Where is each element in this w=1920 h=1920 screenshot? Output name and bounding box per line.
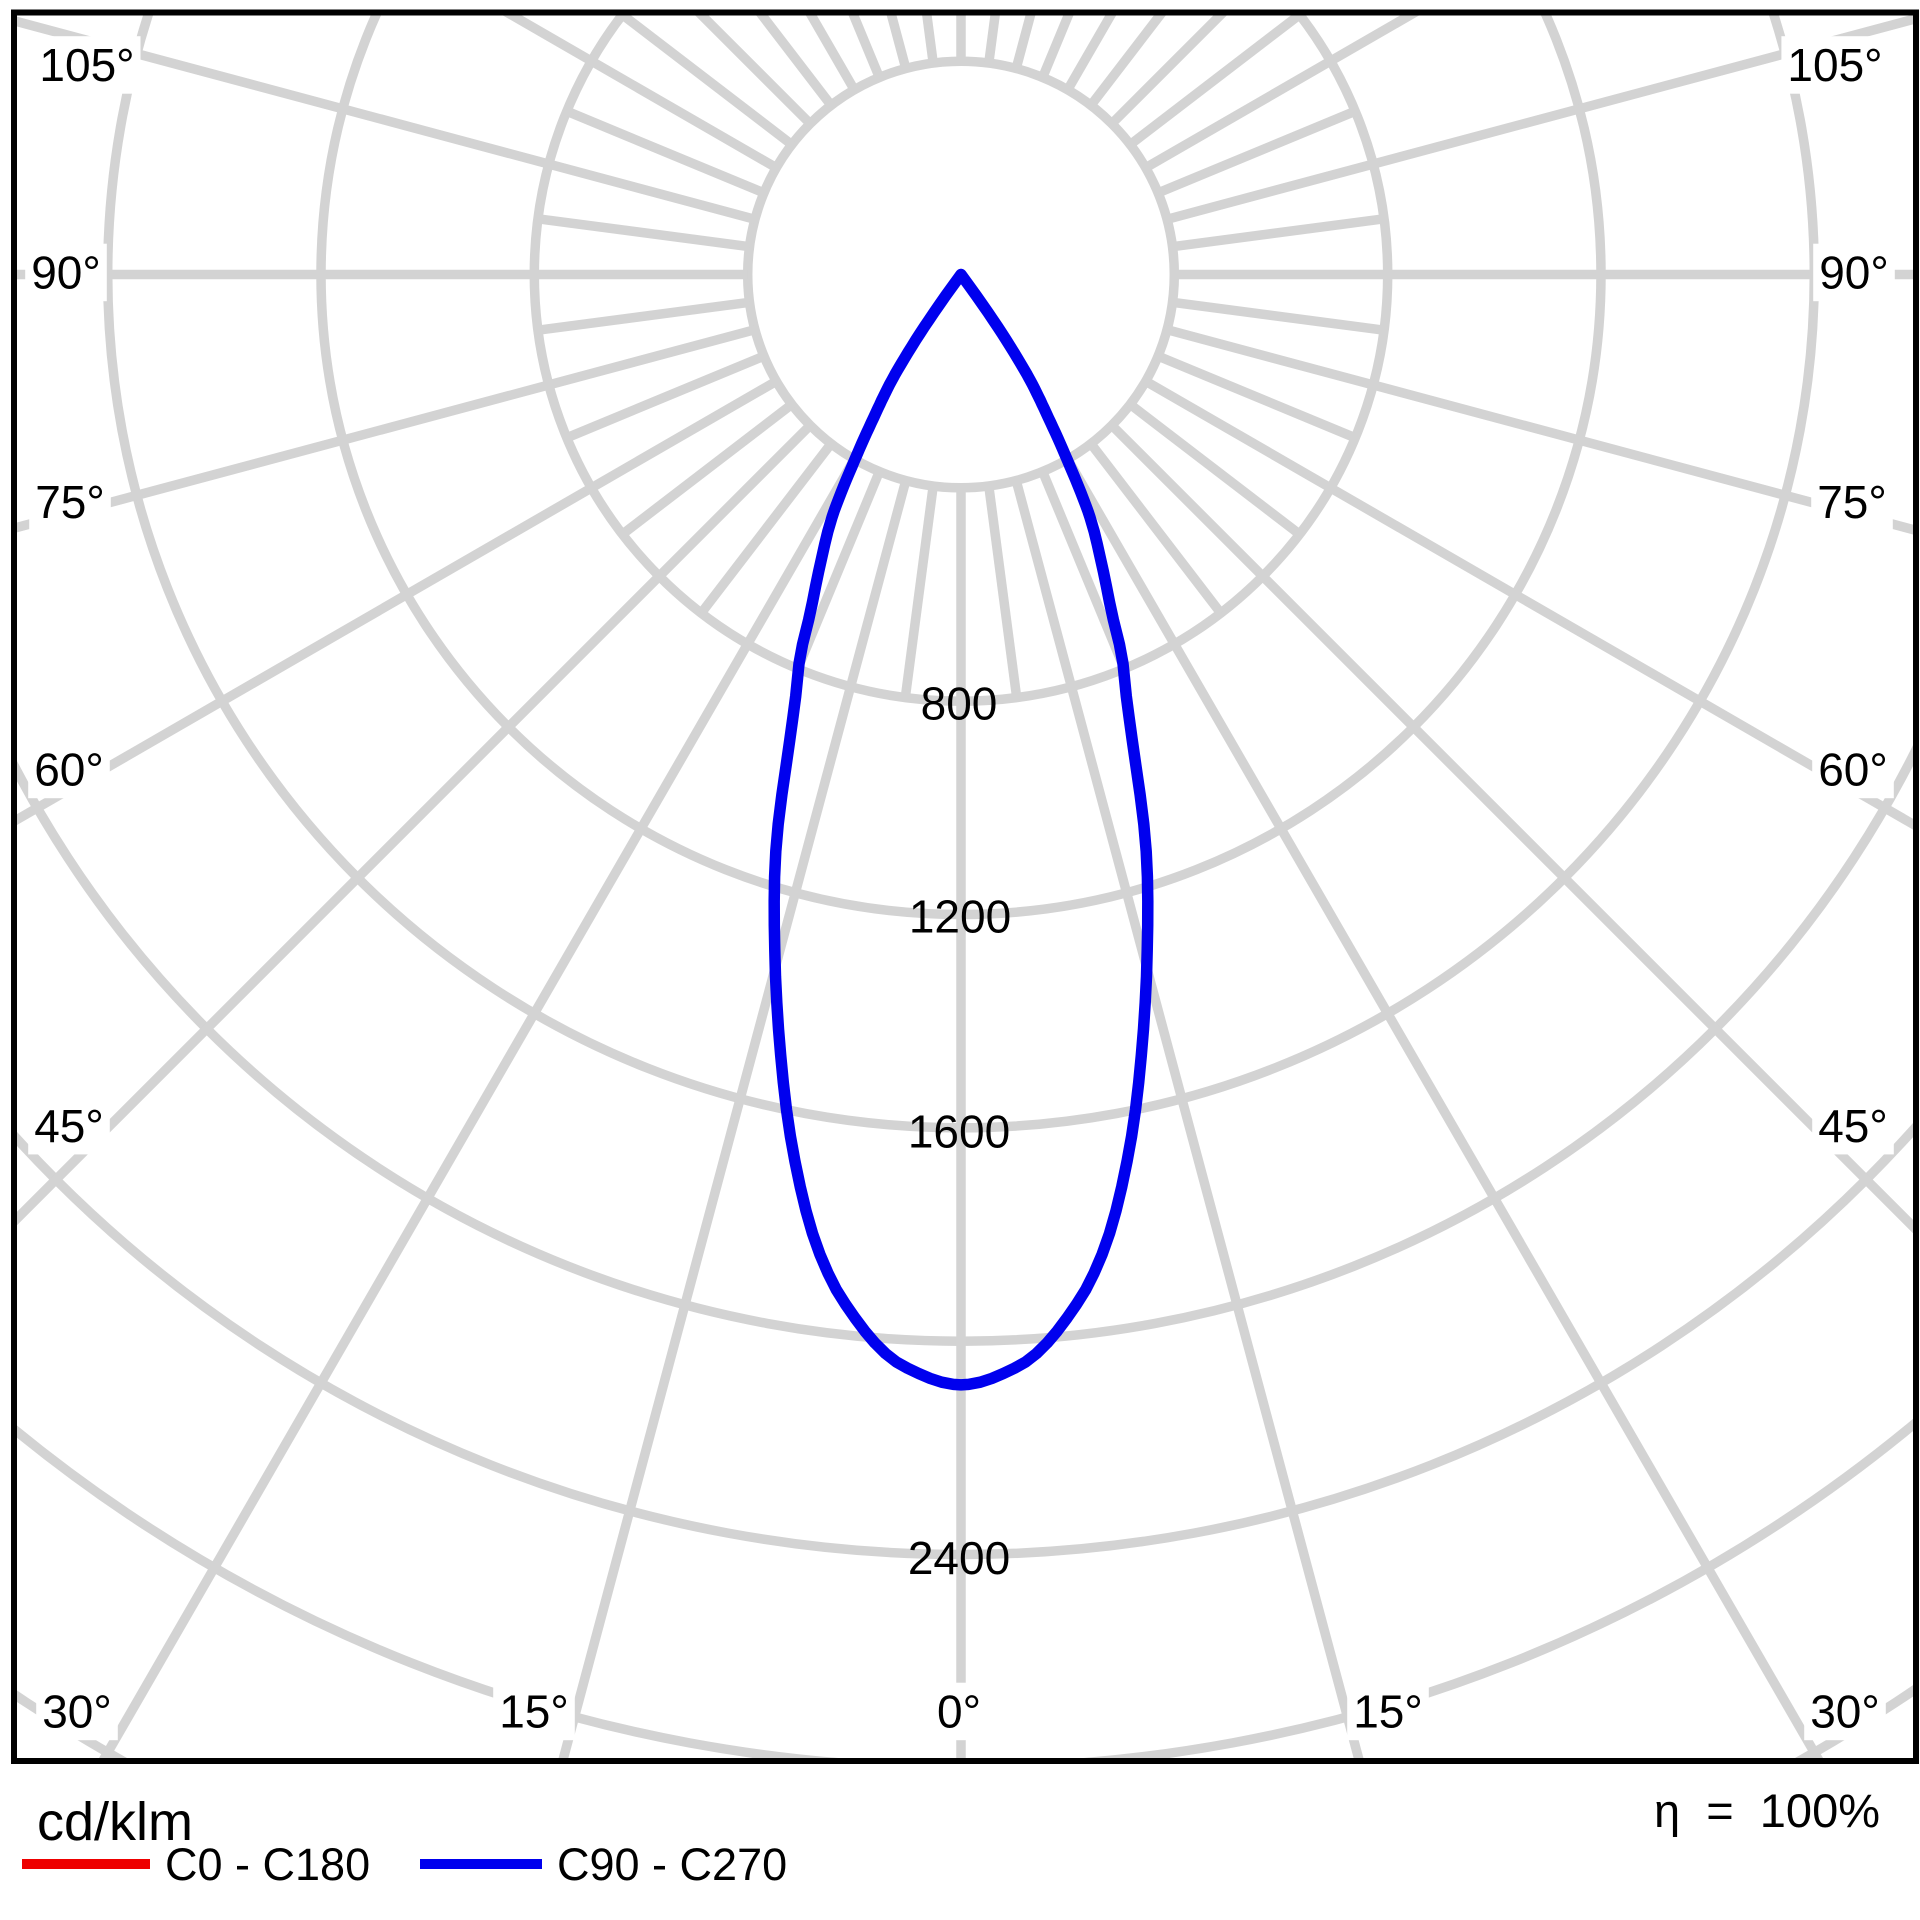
svg-text:2400: 2400 <box>908 1532 1010 1584</box>
svg-text:1200: 1200 <box>909 891 1011 943</box>
svg-text:45°: 45° <box>1818 1100 1888 1152</box>
svg-text:45°: 45° <box>34 1100 104 1152</box>
svg-text:C0 - C180: C0 - C180 <box>165 1839 370 1890</box>
svg-text:75°: 75° <box>35 476 105 528</box>
svg-text:C90 - C270: C90 - C270 <box>557 1839 787 1890</box>
svg-text:η = 100%: η = 100% <box>1654 1784 1880 1837</box>
svg-text:30°: 30° <box>42 1686 112 1738</box>
svg-text:60°: 60° <box>1818 744 1888 796</box>
svg-text:15°: 15° <box>499 1686 569 1738</box>
svg-text:90°: 90° <box>31 247 101 299</box>
svg-text:30°: 30° <box>1810 1686 1880 1738</box>
svg-text:105°: 105° <box>1787 39 1882 91</box>
svg-text:90°: 90° <box>1819 247 1889 299</box>
svg-text:105°: 105° <box>39 39 134 91</box>
svg-text:75°: 75° <box>1817 476 1887 528</box>
svg-text:0°: 0° <box>937 1686 981 1738</box>
svg-text:cd/klm: cd/klm <box>37 1792 193 1852</box>
svg-text:1600: 1600 <box>908 1106 1010 1158</box>
svg-text:15°: 15° <box>1353 1686 1423 1738</box>
svg-text:60°: 60° <box>34 744 104 796</box>
svg-text:800: 800 <box>921 678 998 730</box>
